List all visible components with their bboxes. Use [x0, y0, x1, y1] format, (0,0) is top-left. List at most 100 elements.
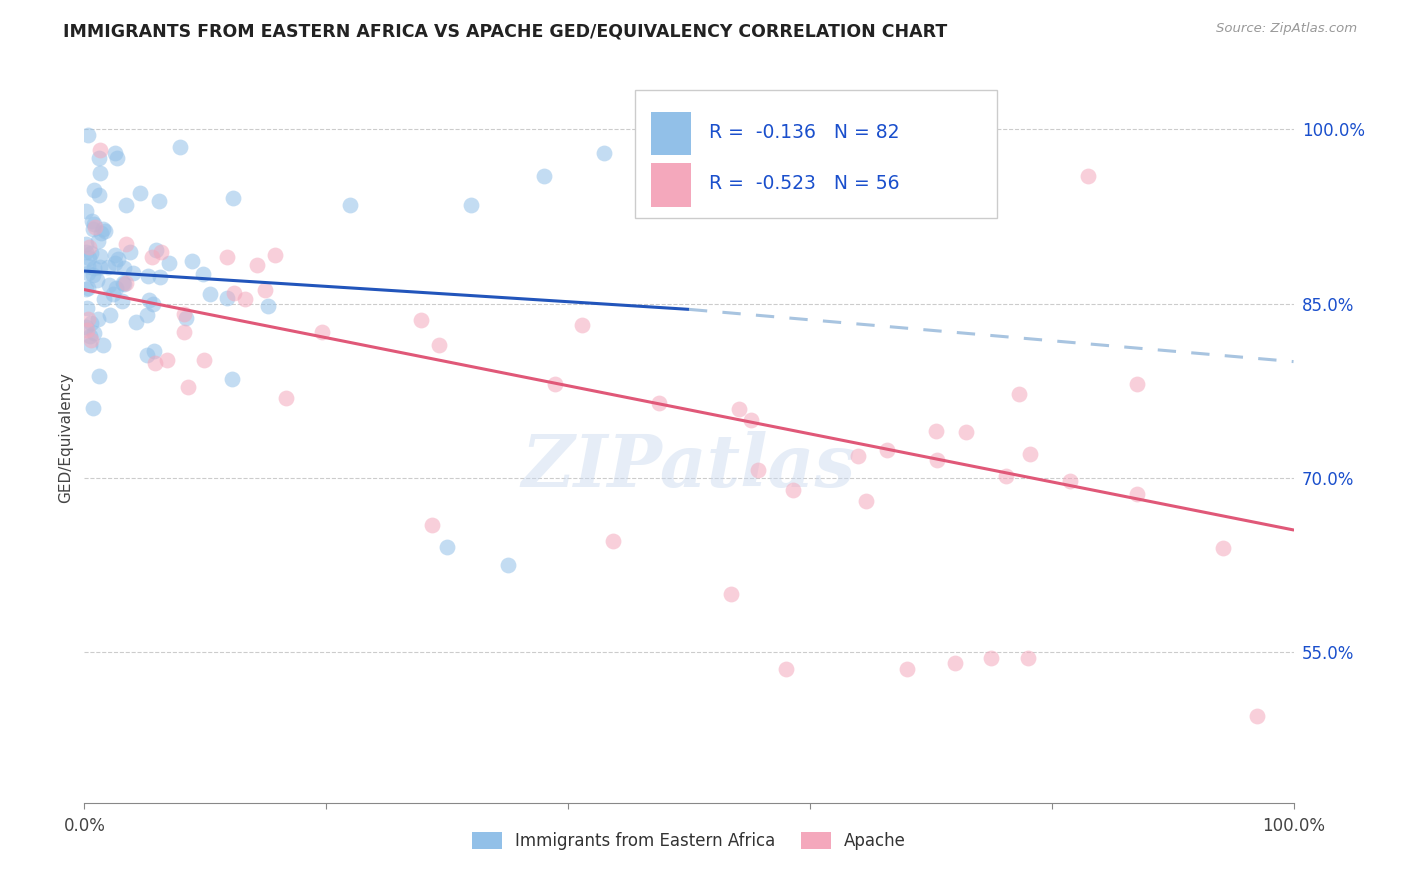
Point [1212, 541, 1234, 555]
Point [254, 284, 277, 298]
Point [83, 183, 105, 197]
Point [86, 273, 108, 287]
Point [422, 517, 444, 532]
Point [215, 250, 238, 264]
Point [79, 328, 101, 343]
Point [602, 533, 624, 548]
Point [75, 282, 97, 296]
Point [274, 391, 297, 405]
Point [173, 326, 195, 340]
Point [215, 292, 238, 306]
Point [75, 245, 97, 260]
Point [720, 586, 742, 600]
Point [120, 245, 142, 260]
Point [104, 256, 127, 270]
Point [77, 128, 100, 143]
Point [654, 163, 676, 178]
Point [436, 541, 458, 555]
Point [107, 151, 129, 165]
Point [87, 312, 110, 326]
Point [1246, 708, 1268, 723]
Point [156, 353, 179, 368]
Point [80, 333, 103, 347]
FancyBboxPatch shape [651, 163, 692, 207]
Point [122, 266, 145, 280]
Point [136, 348, 159, 362]
Point [111, 276, 134, 290]
Point [114, 198, 136, 212]
Point [136, 268, 159, 283]
Point [544, 376, 567, 391]
Point [411, 313, 433, 327]
Point [1125, 376, 1147, 391]
Point [112, 277, 135, 292]
Point [75, 237, 97, 252]
Point [925, 424, 948, 438]
Point [111, 293, 134, 308]
Point [311, 326, 333, 340]
Point [75, 204, 97, 219]
Point [855, 494, 877, 508]
Point [647, 395, 669, 409]
Point [82, 401, 104, 416]
Point [125, 315, 148, 329]
Point [740, 413, 762, 427]
Point [87, 234, 110, 248]
Point [91, 338, 114, 352]
Point [89, 249, 111, 263]
Text: ZIPatlas: ZIPatlas [522, 431, 856, 502]
Point [84, 220, 107, 235]
Point [104, 281, 127, 295]
Point [157, 256, 180, 270]
Point [728, 401, 751, 416]
Point [97, 260, 120, 275]
Point [104, 145, 127, 160]
Point [150, 245, 173, 260]
Point [83, 217, 105, 231]
Point [943, 657, 966, 671]
Point [876, 443, 898, 458]
Point [104, 248, 127, 262]
Point [98, 308, 121, 322]
Text: IMMIGRANTS FROM EASTERN AFRICA VS APACHE GED/EQUIVALENCY CORRELATION CHART: IMMIGRANTS FROM EASTERN AFRICA VS APACHE… [63, 22, 948, 40]
Point [76, 311, 98, 326]
Point [79, 338, 101, 352]
Point [77, 240, 100, 254]
Point [115, 277, 138, 291]
Point [1017, 650, 1039, 665]
Point [1126, 487, 1149, 501]
Point [135, 308, 157, 322]
Point [89, 166, 111, 180]
Point [83, 326, 105, 340]
Point [89, 260, 111, 275]
Point [221, 371, 243, 385]
Point [148, 194, 170, 209]
Point [143, 343, 166, 358]
Point [1008, 387, 1031, 401]
Text: R =  -0.136   N = 82: R = -0.136 N = 82 [710, 122, 900, 142]
Point [1018, 447, 1040, 461]
Point [87, 187, 110, 202]
Point [1077, 169, 1099, 183]
Point [89, 143, 111, 157]
Point [97, 277, 120, 292]
FancyBboxPatch shape [651, 112, 692, 155]
Point [496, 558, 519, 572]
Point [82, 268, 104, 283]
Point [87, 152, 110, 166]
Point [339, 198, 361, 212]
Point [75, 319, 97, 334]
Point [571, 318, 593, 332]
Point [200, 287, 222, 301]
Point [177, 380, 200, 394]
Point [169, 140, 191, 154]
Point [533, 169, 555, 183]
Point [775, 662, 797, 676]
Point [246, 258, 269, 272]
Point [143, 355, 166, 369]
Point [747, 463, 769, 477]
Point [94, 224, 117, 238]
Point [256, 299, 278, 313]
Point [82, 221, 104, 235]
Point [91, 222, 114, 236]
